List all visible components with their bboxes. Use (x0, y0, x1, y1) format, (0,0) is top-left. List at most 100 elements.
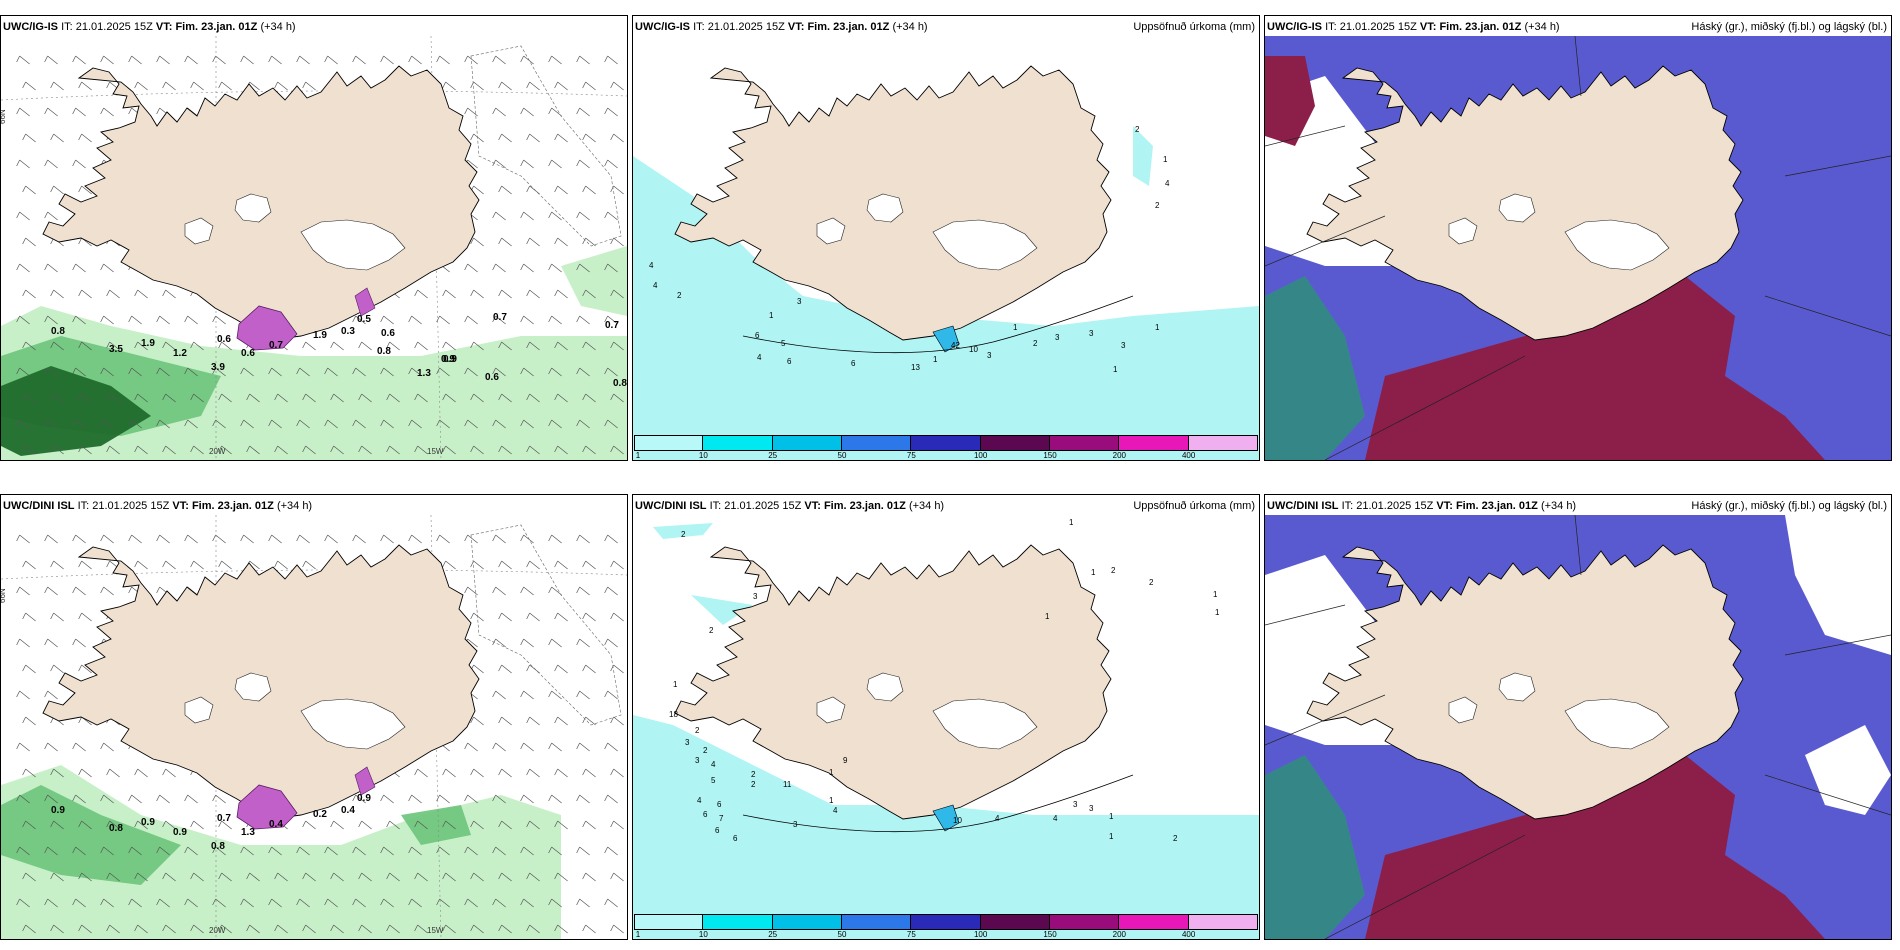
value-label: 3 (685, 738, 690, 747)
colorbar-tick: 1 (635, 930, 641, 939)
value-label: 0.8 (613, 378, 627, 389)
value-label: 1 (829, 796, 834, 805)
iceland-coastline (674, 65, 1112, 341)
colorbar-tick: 75 (906, 451, 916, 460)
value-label: 0.8 (51, 326, 65, 337)
value-label: 6 (733, 834, 738, 843)
iceland-coastline (674, 544, 1112, 820)
value-label: 0.5 (357, 314, 371, 325)
colorbar-tick: 25 (768, 930, 778, 939)
iceland-coastline (42, 544, 480, 820)
value-label: 0.4 (269, 819, 283, 830)
value-label: 1 (1163, 155, 1168, 164)
value-label: 10 (969, 345, 978, 354)
value-label: 3 (1089, 329, 1094, 338)
panel-title: UWC/IG-IS IT: 21.01.2025 15Z VT: Fim. 23… (3, 21, 296, 33)
panel-title: UWC/IG-IS IT: 21.01.2025 15Z VT: Fim. 23… (635, 21, 928, 33)
colorbar-tick: 1 (635, 451, 641, 460)
colorbar-frame (634, 914, 1258, 930)
panel-ig-cloud: UWC/IG-IS IT: 21.01.2025 15Z VT: Fim. 23… (1264, 15, 1892, 461)
colorbar-tick: 150 (1043, 451, 1057, 460)
colorbar-swatch (634, 914, 704, 930)
value-label: 1 (1215, 608, 1220, 617)
colorbar-tick: 200 (1112, 930, 1127, 939)
value-label: 6 (717, 800, 722, 809)
panel-subtitle: Háský (gr.), miðský (fj.bl.) og lágský (… (1691, 500, 1887, 512)
value-label: 2 (1173, 834, 1178, 843)
cloud-map (1265, 515, 1891, 939)
wind-values: 0.8 3.5 1.9 1.2 3.9 0.6 0.6 0.7 1.9 0.30.5 0.6 0.7 0… (51, 312, 627, 389)
value-label: 1 (1109, 812, 1114, 821)
value-label: 6 (755, 331, 760, 340)
value-label: 3 (1073, 800, 1078, 809)
colorbar-tick: 10 (698, 451, 708, 460)
value-label: 1.9 (313, 330, 327, 341)
colorbar-tick: 50 (837, 451, 847, 460)
iceland-coastline (1306, 65, 1744, 341)
value-label: 1.2 (173, 348, 187, 359)
panel-dini-precip: UWC/DINI ISL IT: 21.01.2025 15Z VT: Fim.… (632, 494, 1260, 940)
value-label: 1 (1045, 612, 1050, 621)
value-label: 0.9 (51, 805, 65, 816)
lon-label: 20W (209, 447, 226, 456)
value-label: 2 (681, 530, 686, 539)
value-label: 1 (1069, 518, 1074, 527)
colorbar-tick: 50 (837, 930, 847, 939)
colorbar-swatch (842, 435, 912, 451)
colorbar-swatch (980, 435, 1050, 451)
panel-title: UWC/IG-IS IT: 21.01.2025 15Z VT: Fim. 23… (1267, 21, 1560, 33)
panel-title: UWC/DINI ISL IT: 21.01.2025 15Z VT: Fim.… (3, 500, 313, 512)
colorbar-frame (634, 435, 1258, 451)
colorbar-tick: 400 (1181, 930, 1196, 939)
value-label: 0.2 (313, 809, 327, 820)
lat-label: 66N (1, 588, 7, 603)
value-label: 0.9 (141, 817, 155, 828)
value-label: 42 (951, 341, 960, 350)
value-label: 4 (833, 806, 838, 815)
lon-label: 20W (209, 926, 226, 935)
value-label: 0.7 (217, 813, 231, 824)
colorbar-swatch (980, 914, 1050, 930)
value-label: 9 (843, 756, 848, 765)
value-label: 1.9 (141, 338, 155, 349)
value-label: 6 (703, 810, 708, 819)
value-label: 3 (1121, 341, 1126, 350)
value-label: 4 (757, 353, 762, 362)
precip-colorbar: 1 10 25 50 75 100 150 200 400 (634, 435, 1258, 460)
value-label: 2 (703, 746, 708, 755)
colorbar-swatch (634, 435, 704, 451)
value-label: 0.6 (381, 328, 395, 339)
colorbar-tick: 200 (1112, 451, 1127, 460)
lon-label: 15W (427, 447, 444, 456)
value-label: 1 (1113, 365, 1118, 374)
value-label: 13 (911, 363, 920, 372)
colorbar-tick: 150 (1043, 930, 1057, 939)
colorbar-swatch (1119, 435, 1189, 451)
panel-subtitle: Háský (gr.), miðský (fj.bl.) og lágský (… (1691, 21, 1887, 33)
colorbar-swatch (772, 435, 842, 451)
value-label: 4 (697, 796, 702, 805)
value-label: 2 (1111, 566, 1116, 575)
wind-map: 0.8 3.5 1.9 1.2 3.9 0.6 0.6 0.7 1.9 0.30.5 0.6 0.7 0… (1, 36, 627, 460)
value-label: 0.4 (341, 805, 355, 816)
colorbar-swatch (911, 914, 981, 930)
colorbar-swatch (772, 914, 842, 930)
value-label: 2 (1149, 578, 1154, 587)
value-label: 0.9 (173, 827, 187, 838)
value-label: 3 (797, 297, 802, 306)
value-label: 1 (1013, 323, 1018, 332)
value-label: 2 (1033, 339, 1038, 348)
value-label: 1.3 (417, 368, 431, 379)
colorbar-tick: 100 (973, 930, 988, 939)
wind-values: 0.90.80.90.90.80.71.30.40.2 0.40.9 (51, 793, 371, 852)
colorbar-swatch (1050, 914, 1120, 930)
value-label: 2 (751, 770, 756, 779)
value-label: 6 (787, 357, 792, 366)
panel-ig-wind: UWC/IG-IS IT: 21.01.2025 15Z VT: Fim. 23… (0, 15, 628, 461)
panel-dini-cloud: UWC/DINI ISL IT: 21.01.2025 15Z VT: Fim.… (1264, 494, 1892, 940)
colorbar-tick: 75 (906, 930, 916, 939)
value-label: 1 (1155, 323, 1160, 332)
